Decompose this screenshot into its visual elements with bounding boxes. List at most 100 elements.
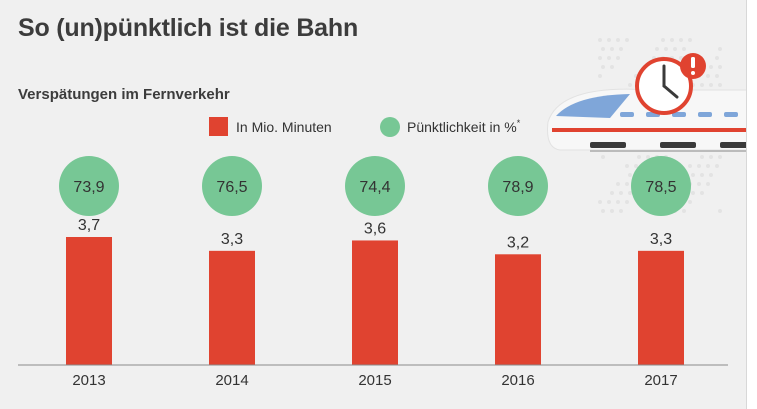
dot-map-dot	[673, 47, 677, 51]
bar-2017	[638, 250, 684, 365]
dot-map-dot	[655, 47, 659, 51]
dot-map-dot	[607, 56, 611, 60]
x-tick-label: 2014	[215, 372, 248, 389]
legend-swatch-circles	[380, 117, 400, 137]
punctuality-circle-2016	[488, 156, 548, 216]
train-icon	[547, 88, 746, 152]
dot-map-dot	[637, 155, 641, 159]
dot-map-dot	[625, 200, 629, 204]
page-edge	[746, 0, 757, 409]
dot-map-dot	[688, 38, 692, 42]
dot-map-dot	[607, 200, 611, 204]
bar-value-label: 3,7	[78, 217, 100, 234]
dot-map-dot	[688, 200, 692, 204]
punctuality-circle-2015	[345, 156, 405, 216]
dot-map-dot	[598, 38, 602, 42]
dot-map-dot	[718, 47, 722, 51]
dot-map-dot	[718, 209, 722, 213]
dot-map-dot	[706, 164, 710, 168]
punctuality-value-label: 76,5	[216, 179, 247, 196]
dot-map-dot	[616, 38, 620, 42]
punctuality-value-label: 73,9	[73, 179, 104, 196]
dot-map-dot	[598, 74, 602, 78]
dot-map-dot	[700, 173, 704, 177]
dot-map-dot	[706, 182, 710, 186]
dot-map-dot	[628, 191, 632, 195]
dot-map-dot	[598, 200, 602, 204]
dot-map-dot	[619, 47, 623, 51]
dot-map-dot	[610, 47, 614, 51]
dot-map-dot	[700, 155, 704, 159]
dot-map-dot	[616, 182, 620, 186]
bar-2013	[66, 237, 112, 365]
dot-map-dot	[688, 164, 692, 168]
punctuality-circle-2014	[202, 156, 262, 216]
chart-title: So (un)pünktlich ist die Bahn	[18, 14, 359, 42]
dot-map-dot	[718, 155, 722, 159]
dot-map-dot	[610, 65, 614, 69]
dot-map-dot	[610, 209, 614, 213]
dot-map-dot	[616, 200, 620, 204]
bar-value-label: 3,6	[364, 220, 386, 237]
dot-map-dot	[691, 191, 695, 195]
dot-map-dot	[700, 191, 704, 195]
legend-swatch-bars	[209, 117, 228, 136]
punctuality-value-label: 78,9	[502, 179, 533, 196]
dot-map-dot	[718, 83, 722, 87]
punctuality-value-label: 74,4	[359, 179, 390, 196]
dot-map-dot	[715, 74, 719, 78]
dot-map-dot	[709, 155, 713, 159]
dot-map-dot	[598, 56, 602, 60]
dot-map-dot	[619, 209, 623, 213]
dot-map-dot	[679, 56, 683, 60]
dot-map-dot	[664, 47, 668, 51]
dot-map-dot	[601, 65, 605, 69]
dot-map-dot	[625, 182, 629, 186]
x-tick-label: 2013	[72, 372, 105, 389]
dot-map-dot	[679, 38, 683, 42]
dot-map-dot	[616, 56, 620, 60]
x-tick-label: 2016	[501, 372, 534, 389]
dot-map-dot	[715, 164, 719, 168]
dot-map-dot	[709, 83, 713, 87]
dot-map-dot	[610, 191, 614, 195]
dot-map-dot	[625, 38, 629, 42]
legend-label-bars: In Mio. Minuten	[236, 119, 332, 135]
clock-icon	[635, 57, 693, 115]
punctuality-circle-2013	[59, 156, 119, 216]
dot-map-dot	[691, 173, 695, 177]
bar-2016	[495, 254, 541, 365]
dot-map-dot	[682, 209, 686, 213]
punctuality-circle-2017	[631, 156, 691, 216]
legend-label-circles: Pünktlichkeit in %*	[407, 118, 521, 135]
alert-icon	[680, 53, 706, 79]
dot-map-dot	[646, 155, 650, 159]
bar-value-label: 3,2	[507, 234, 529, 251]
dot-map-dot	[628, 83, 632, 87]
dot-map-dot	[670, 38, 674, 42]
dot-map-dot	[709, 173, 713, 177]
dot-map-dot	[619, 191, 623, 195]
dot-map-dot	[601, 47, 605, 51]
dot-map-dot	[607, 38, 611, 42]
legend: In Mio. Minuten Pünktlichkeit in %*	[209, 117, 521, 137]
bar-2015	[352, 240, 398, 365]
bar-2014	[209, 250, 255, 365]
dot-map-dot	[697, 182, 701, 186]
dot-map-dot	[700, 83, 704, 87]
x-tick-label: 2017	[644, 372, 677, 389]
dot-map-dot	[715, 56, 719, 60]
dot-map-dot	[634, 164, 638, 168]
dot-map-dot	[682, 47, 686, 51]
dot-map-dot	[625, 164, 629, 168]
dot-map-dot	[706, 74, 710, 78]
dot-map-dot	[628, 173, 632, 177]
dot-map-dot	[661, 38, 665, 42]
dot-map-dot	[601, 209, 605, 213]
dot-map-dot	[601, 155, 605, 159]
x-tick-label: 2015	[358, 372, 391, 389]
bar-value-label: 3,3	[650, 231, 672, 248]
bar-value-label: 3,3	[221, 231, 243, 248]
dot-map-dot	[709, 65, 713, 69]
